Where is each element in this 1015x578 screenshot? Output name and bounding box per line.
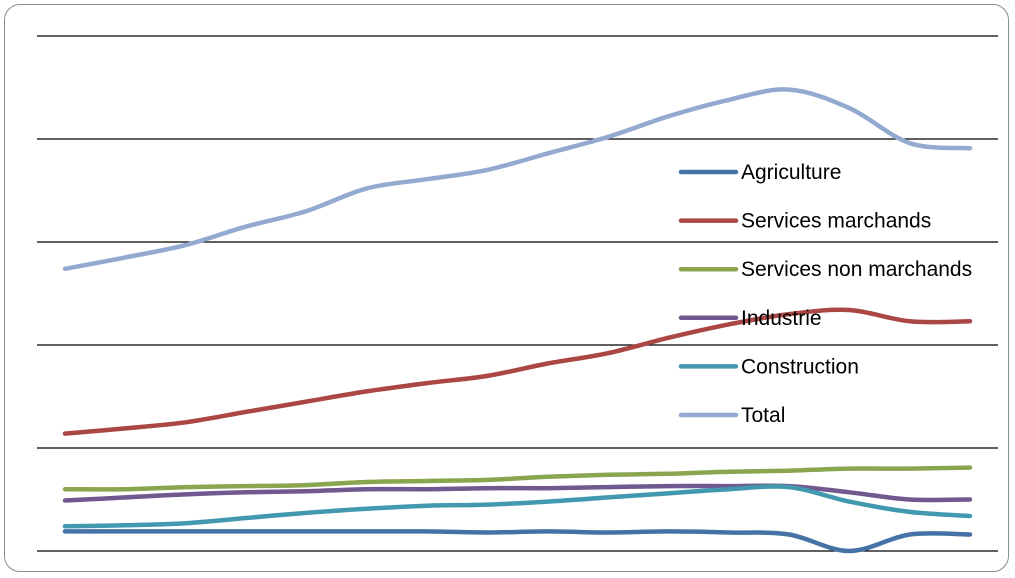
legend-label: Total <box>741 404 785 427</box>
series-lines <box>62 87 973 554</box>
legend-item-total: Total <box>678 404 785 427</box>
series-line-agriculture <box>62 529 973 554</box>
legend-label: Agriculture <box>741 161 841 184</box>
series-line-services-marchands <box>62 307 973 436</box>
legend-item-industrie: Industrie <box>678 307 822 330</box>
legend-label: Services marchands <box>741 210 931 233</box>
legend-item-construction: Construction <box>678 355 859 378</box>
legend: Agriculture Services marchands Services no… <box>678 161 972 427</box>
legend-label: Construction <box>741 355 859 378</box>
legend-label: Services non marchands <box>741 258 972 281</box>
series-line-construction <box>62 484 973 529</box>
series-line-services-non-marchands <box>62 465 973 492</box>
series-line-industrie <box>62 483 973 503</box>
legend-label: Industrie <box>741 307 822 330</box>
legend-item-agriculture: Agriculture <box>678 161 841 184</box>
legend-item-services-marchands: Services marchands <box>678 210 931 233</box>
gridlines <box>37 35 998 552</box>
legend-item-services-non-marchands: Services non marchands <box>678 258 972 281</box>
series-line-total <box>62 87 973 272</box>
